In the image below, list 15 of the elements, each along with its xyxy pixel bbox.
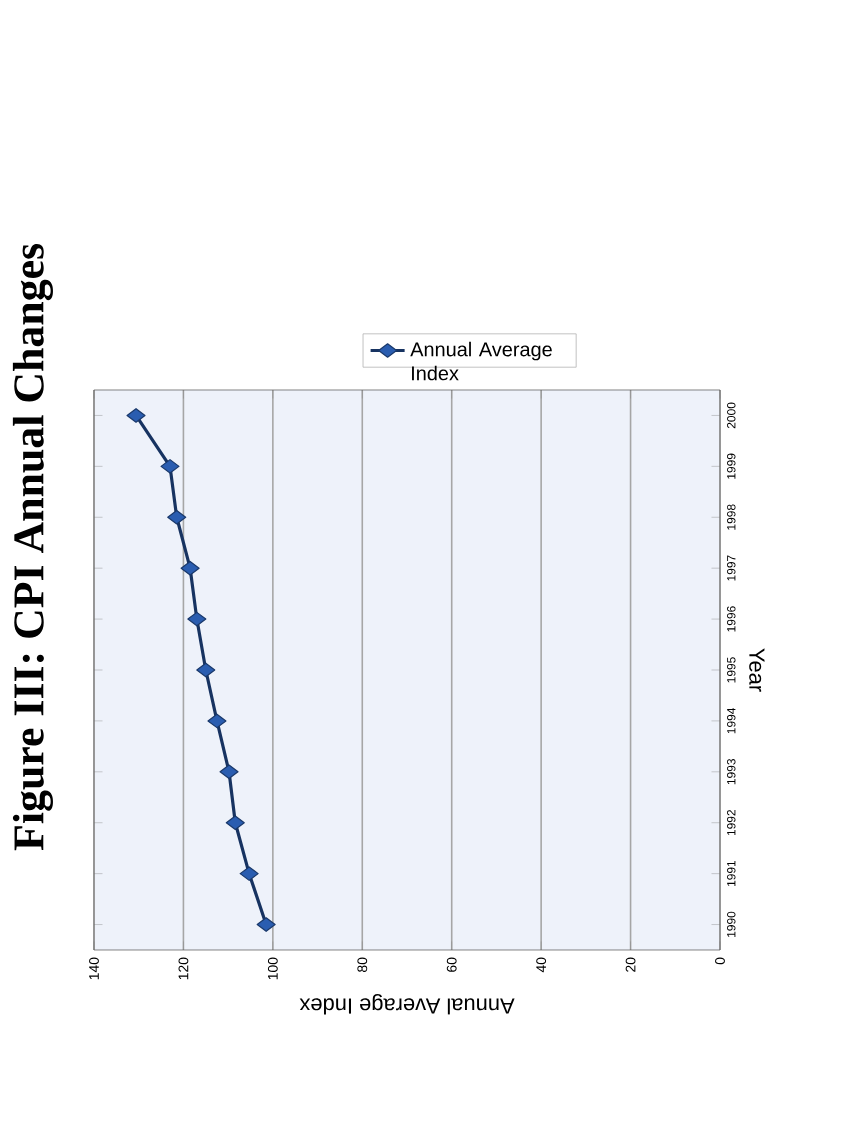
point bbox=[219, 764, 239, 780]
legend-label: Annual Average Index bbox=[410, 341, 552, 381]
point bbox=[167, 509, 187, 525]
point bbox=[239, 866, 259, 881]
x-axis-title: Annual Average Index bbox=[299, 994, 515, 1015]
point bbox=[207, 713, 227, 729]
y-axis-title: Year bbox=[749, 648, 765, 692]
point bbox=[225, 815, 245, 831]
point bbox=[180, 560, 200, 576]
point bbox=[196, 662, 216, 678]
point bbox=[187, 611, 207, 627]
point bbox=[256, 917, 276, 932]
point bbox=[126, 408, 146, 423]
text: Figure III: CPI Annual Changes bbox=[12, 243, 53, 851]
point bbox=[160, 459, 180, 474]
